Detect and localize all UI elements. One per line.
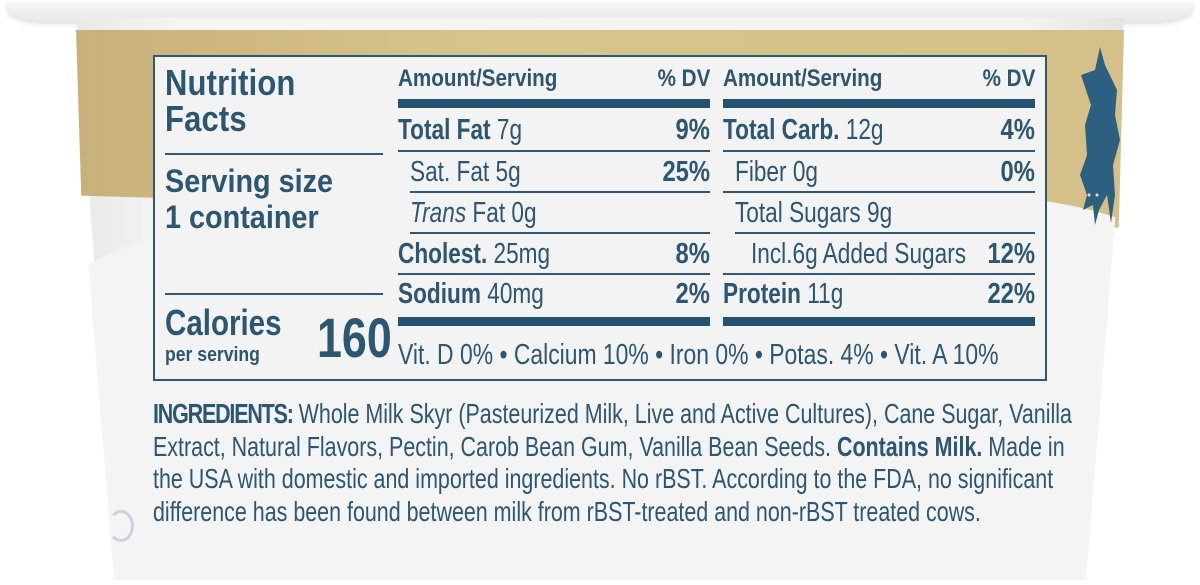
thick-divider: [398, 99, 710, 108]
nutrient-amount: 5g: [495, 156, 521, 188]
nutrient-row-sat-fat: Sat. Fat 5g 25%: [398, 153, 710, 191]
nutrient-dv: 22%: [987, 278, 1035, 310]
nutrient-name: Sodium: [398, 278, 481, 310]
amount-serving-header: Amount/Serving: [723, 65, 883, 92]
row-divider: [410, 191, 710, 193]
nutrient-amount: 11g: [807, 278, 844, 310]
ingredients-line-3: the USA with domestic and imported ingre…: [153, 463, 1054, 494]
ingredients-text: Extract, Natural Flavors, Pectin, Carob …: [153, 430, 837, 462]
nutrient-dv: 4%: [1000, 114, 1035, 146]
calories-per-serving: per serving: [165, 344, 260, 366]
nutrient-amount: 25mg: [493, 238, 551, 270]
serving-size-value: 1 container: [165, 199, 319, 235]
nutrient-name: Cholest.: [398, 238, 488, 270]
dv-header: % DV: [657, 65, 710, 92]
allergen-statement: Contains Milk.: [836, 430, 983, 462]
nutrient-name: Protein: [723, 278, 801, 310]
nutrient-name-suffix: Fat: [472, 197, 506, 229]
nutrient-amount: 7g: [496, 114, 523, 146]
nutrient-amount: 40mg: [487, 278, 544, 310]
nutrient-dv: 0%: [1000, 156, 1035, 188]
nutrient-row-cholesterol: Cholest. 25mg 8%: [398, 235, 710, 273]
ingredients-line-1: INGREDIENTS: Whole Milk Skyr (Pasteurize…: [153, 398, 1072, 431]
thick-divider: [723, 99, 1035, 108]
ingredients-text: Whole Milk Skyr (Pasteurized Milk, Live …: [292, 398, 1072, 429]
row-divider: [723, 273, 1035, 275]
nutrient-amount: 9g: [867, 197, 893, 229]
row-divider: [398, 150, 710, 152]
row-divider: [723, 150, 1035, 152]
nutrient-row-protein: Protein 11g 22%: [723, 275, 1035, 313]
dv-header: % DV: [982, 65, 1035, 92]
nutrient-row-total-sugars: Total Sugars 9g: [723, 194, 1035, 232]
row-divider: [723, 191, 1035, 193]
vitamins-minerals-line: Vit. D 0% • Calcium 10% • Iron 0% • Pota…: [398, 339, 999, 371]
nutrient-name: Total Sugars: [735, 197, 861, 229]
nutrient-name: Total Carb.: [723, 114, 840, 146]
column-header: Amount/Serving % DV: [723, 65, 1035, 95]
nutrient-name: Total Fat: [398, 114, 491, 146]
nutrient-amount: 0g: [792, 156, 818, 188]
serving-size: Serving size 1 container: [165, 163, 333, 235]
nutrient-row-total-fat: Total Fat 7g 9%: [398, 111, 710, 149]
nutrient-row-trans-fat: Trans Fat 0g: [398, 194, 710, 232]
divider: [165, 153, 383, 155]
nutrition-facts-panel: Nutrition Facts Serving size 1 container…: [153, 55, 1047, 381]
fox-logo-icon: [1080, 47, 1120, 225]
ingredients-label: INGREDIENTS:: [153, 398, 294, 429]
nutrient-amount: 0g: [511, 197, 537, 229]
title-line-2: Facts: [165, 98, 247, 139]
divider: [165, 293, 383, 295]
row-divider: [735, 232, 1035, 234]
panel-left-column: Nutrition Facts Serving size 1 container…: [165, 57, 392, 379]
nutrient-dv: 8%: [675, 238, 710, 270]
nutrient-row-sodium: Sodium 40mg 2%: [398, 275, 710, 313]
calories-label: Calories: [165, 302, 282, 343]
nutrient-row-added-sugars: Incl.6g Added Sugars 12%: [723, 235, 1035, 273]
calories-value: 160: [317, 306, 392, 369]
nutrient-dv: 25%: [662, 156, 710, 188]
serving-size-label: Serving size: [165, 163, 334, 199]
nutrition-facts-title: Nutrition Facts: [165, 65, 296, 137]
ingredients-line-2: Extract, Natural Flavors, Pectin, Carob …: [153, 430, 1065, 464]
thick-divider: [398, 317, 710, 326]
thick-divider: [723, 317, 1035, 326]
column-header: Amount/Serving % DV: [398, 65, 710, 95]
nutrient-amount: 12g: [845, 114, 884, 146]
nutrient-name: Incl.6g Added Sugars: [751, 238, 967, 270]
nutrient-name: Fiber: [735, 156, 787, 188]
row-divider: [398, 273, 710, 275]
nutrient-dv: 12%: [987, 238, 1035, 270]
nutrient-name: Sat. Fat: [410, 156, 490, 188]
row-divider: [410, 232, 710, 234]
ingredients-line-4: difference has been found between milk f…: [153, 495, 981, 527]
nutrient-row-total-carb: Total Carb. 12g 4%: [723, 111, 1035, 149]
swirl-decoration-icon: [108, 510, 134, 542]
nutrient-row-fiber: Fiber 0g 0%: [723, 153, 1035, 191]
nutrient-dv: 9%: [675, 114, 710, 146]
ingredients-statement: INGREDIENTS: Whole Milk Skyr (Pasteurize…: [153, 398, 1072, 528]
nutrient-dv: 2%: [675, 278, 710, 310]
nutrient-name: Trans: [410, 197, 467, 229]
amount-serving-header: Amount/Serving: [398, 65, 558, 92]
ingredients-text: Made in: [982, 430, 1065, 462]
title-line-1: Nutrition: [165, 62, 296, 103]
